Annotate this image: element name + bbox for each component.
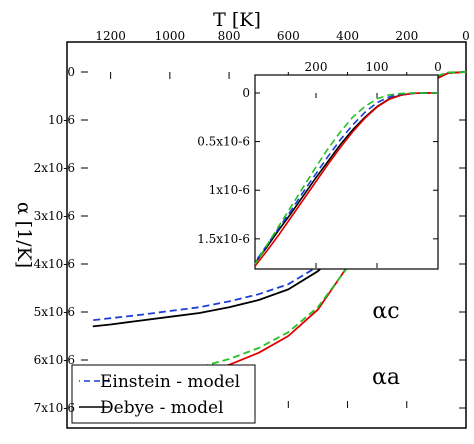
inset-x-tick-label-1: 100	[366, 60, 389, 74]
inset-y-tick-label-0: 0	[242, 86, 250, 100]
main-y-tick-label-2: 2x10-6	[34, 161, 75, 175]
inset-series-2	[254, 92, 438, 263]
annotation-alpha-a: αa	[372, 365, 400, 390]
inset-series-1	[254, 92, 438, 267]
inset-series-3	[254, 92, 438, 265]
y-axis-title: α [1/K]	[13, 202, 35, 268]
main-y-tick-label-5: 5x10-6	[34, 305, 75, 319]
main-y-tick-label-7: 7x10-6	[34, 401, 75, 415]
inset-y-tick-label-3: 1.5x10-6	[197, 232, 250, 246]
main-y-tick-label-1: 10-6	[48, 113, 75, 127]
inset-y-tick-label-1: 0.5x10-6	[197, 135, 250, 149]
main-plot-frame	[66, 41, 467, 429]
inset-x-tick-label-0: 0	[434, 60, 442, 74]
main-y-tick-label-6: 6x10-6	[34, 353, 75, 367]
main-x-tick-label-4: 800	[218, 29, 241, 43]
main-x-tick-label-2: 400	[336, 29, 359, 43]
x-axis-title: T [K]	[213, 9, 261, 31]
inset-y-tick-label-2: 1x10-6	[209, 183, 250, 197]
legend-frame	[71, 364, 256, 424]
main-x-tick-label-6: 1200	[95, 29, 126, 43]
annotation-alpha-c: αc	[372, 299, 399, 324]
legend-label-debye: Debye - model	[100, 398, 224, 418]
main-x-tick-label-0: 0	[462, 29, 470, 43]
main-y-tick-label-4: 4x10-6	[34, 257, 75, 271]
main-y-tick-label-3: 3x10-6	[34, 209, 75, 223]
inset-x-tick-label-2: 200	[305, 60, 328, 74]
inset-plot-frame	[254, 74, 439, 270]
main-x-tick-label-5: 1000	[155, 29, 186, 43]
legend-label-einstein: Einstein - model	[100, 372, 240, 392]
main-x-tick-label-3: 600	[277, 29, 300, 43]
main-y-tick-label-0: 0	[67, 65, 75, 79]
main-x-tick-label-1: 200	[395, 29, 418, 43]
